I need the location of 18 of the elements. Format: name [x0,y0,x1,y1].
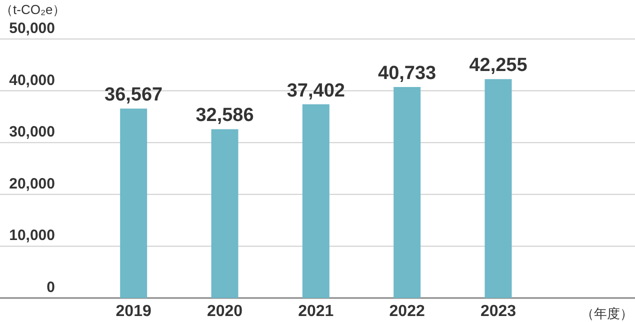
x-tick-label: 2019 [116,303,152,320]
y-tick-label: 40,000 [9,72,55,89]
y-tick-label: 10,000 [9,227,55,244]
y-tick-label: 30,000 [9,124,55,141]
data-label: 32,586 [196,105,254,126]
data-label: 40,733 [378,63,436,84]
data-label: 42,255 [469,55,528,76]
y-axis-title: （t-CO₂e） [0,2,66,17]
y-tick-label: 20,000 [9,175,55,192]
data-label: 36,567 [104,84,163,106]
x-tick-label: 2020 [206,303,243,320]
y-tick-label: 50,000 [9,20,55,37]
x-tick-label: 2022 [389,303,425,320]
y-tick-label: 0 [46,279,55,296]
x-axis-title: （年度） [581,306,633,321]
x-tick-label: 2021 [298,303,334,320]
data-label: 37,402 [286,80,345,102]
x-tick-label: 2023 [480,303,516,320]
